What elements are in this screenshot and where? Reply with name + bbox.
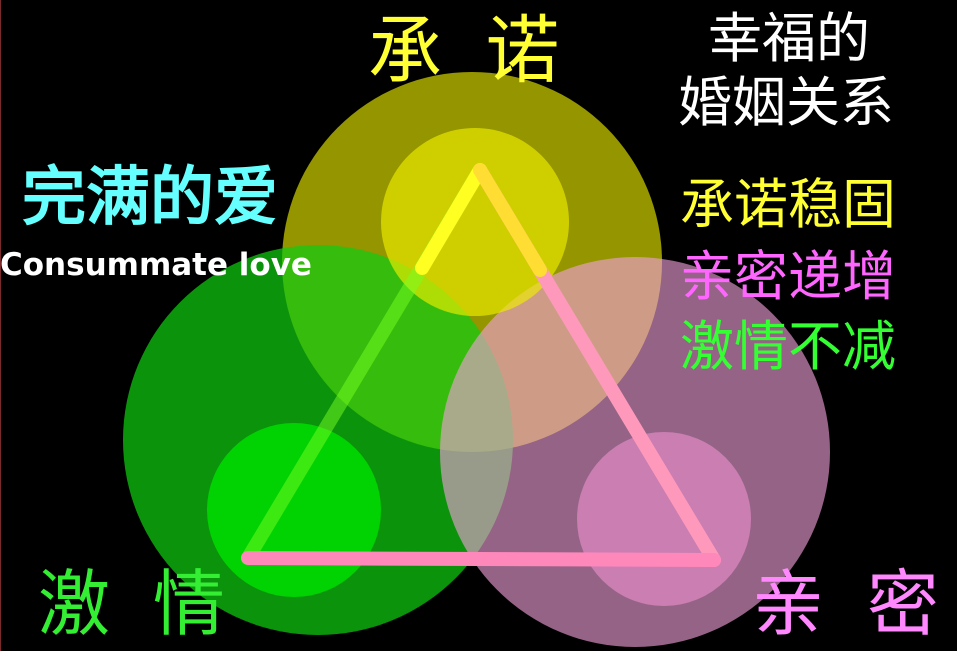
left-edge-line — [0, 0, 1, 651]
triangle-edge-bottom — [241, 551, 721, 567]
point-intimacy-increasing: 亲密递增 — [680, 245, 896, 308]
intimacy-label: 亲 密 — [752, 562, 949, 646]
happy-marriage-line-2: 婚姻关系 — [678, 71, 894, 134]
point-commitment-stable: 承诺稳固 — [680, 173, 896, 236]
commitment-label: 承 诺 — [368, 8, 570, 94]
intimacy-inner-circle — [577, 432, 751, 606]
passion-label: 激 情 — [38, 562, 235, 646]
point-passion-undiminished: 激情不减 — [680, 315, 896, 378]
consummate-love-title-cn: 完满的爱 — [22, 161, 278, 235]
triangle-edge-top-accent — [415, 163, 487, 275]
consummate-love-title-en: Consummate love — [0, 247, 312, 283]
happy-marriage-line-1: 幸福的 — [708, 7, 870, 70]
triangle-edge-top-accent-right — [473, 163, 547, 277]
